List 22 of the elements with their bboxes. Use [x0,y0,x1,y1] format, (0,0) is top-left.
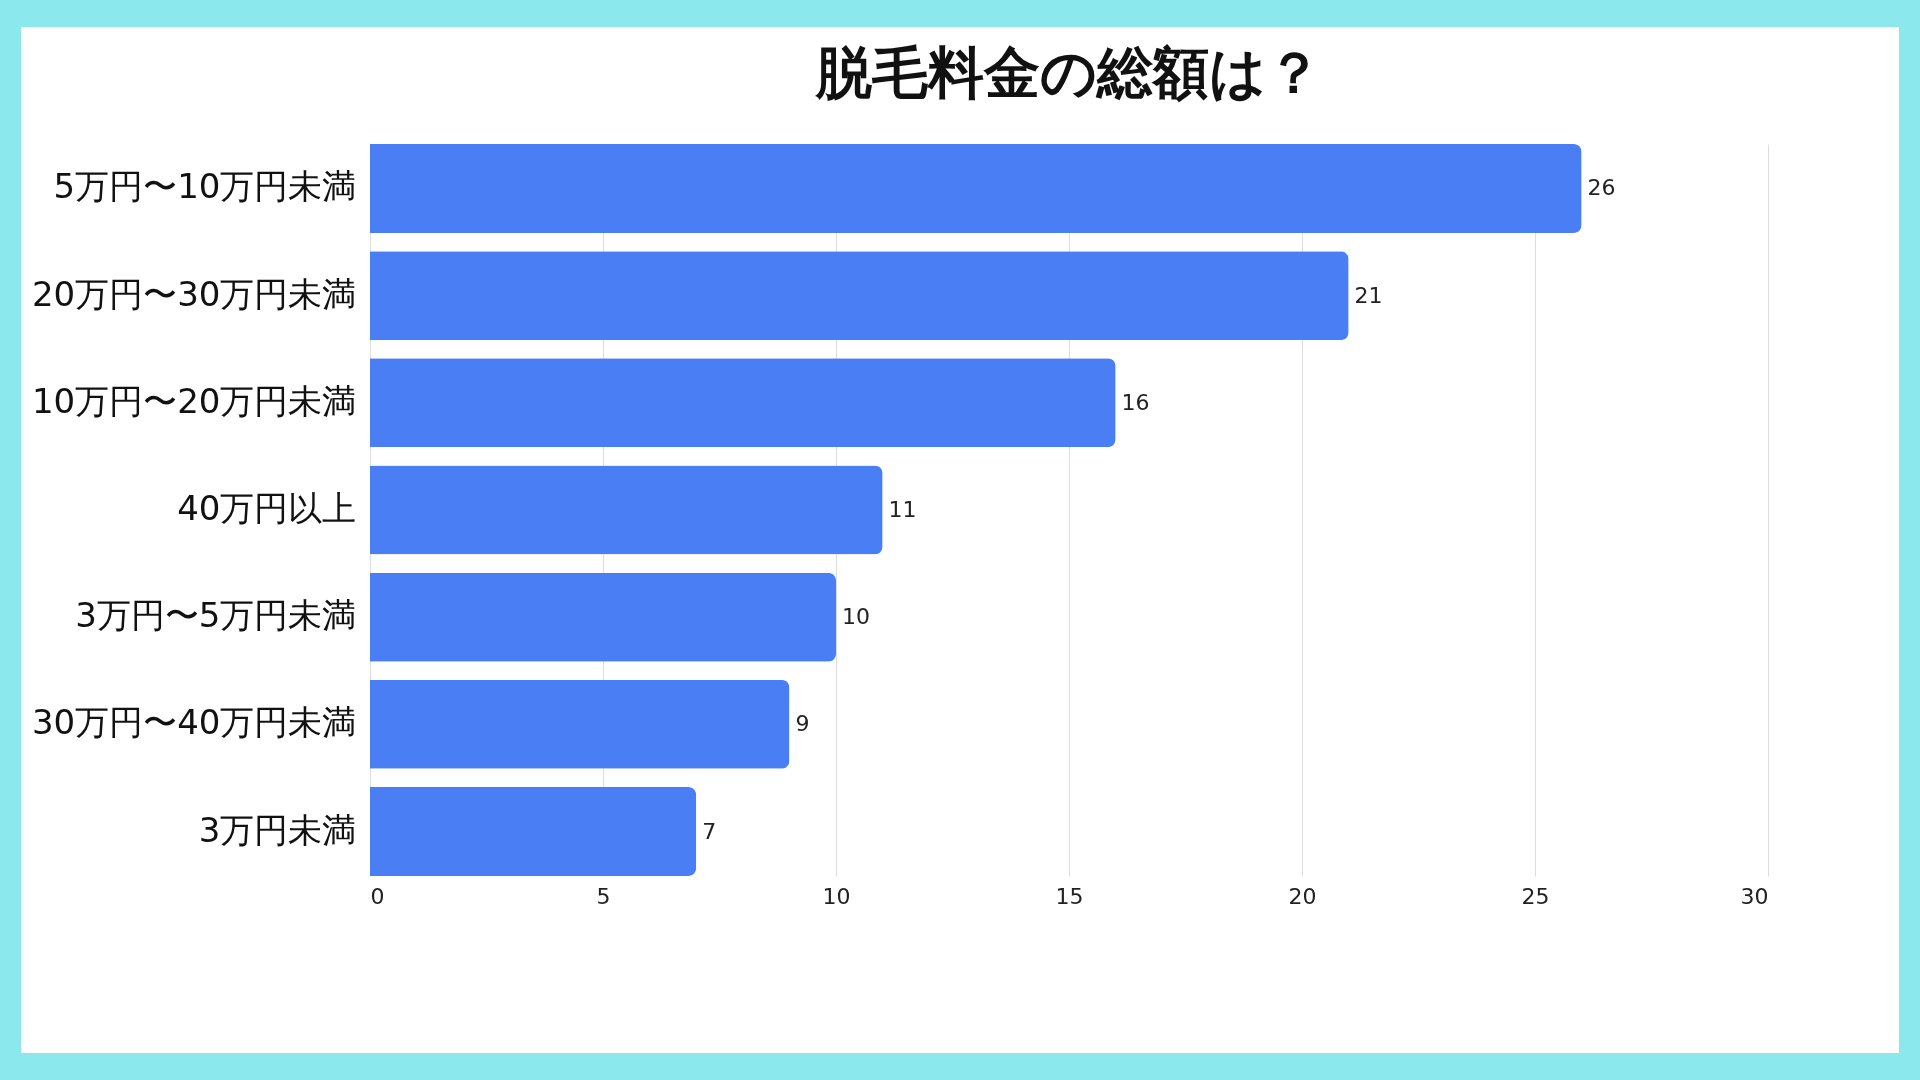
y-tick-label: 20万円〜30万円未満 [31,273,357,314]
data-label: 16 [1121,389,1150,415]
data-label: 10 [842,604,870,630]
data-label: 11 [888,497,917,522]
data-label: 9 [795,711,810,737]
x-tick-label: 5 [596,883,611,909]
x-tick-label: 10 [822,883,851,909]
y-tick-label: 5万円〜10万円未満 [53,166,357,207]
y-tick-label: 3万円未満 [198,809,357,850]
y-tick-label: 3万円〜5万円未満 [75,595,357,636]
y-tick-label: 40万円以上 [177,488,357,528]
x-tick-label: 20 [1288,883,1317,909]
x-tick-label: 30 [1740,883,1769,909]
x-tick-label: 0 [370,883,385,909]
chart-title: 脱毛料金の総額は？ [814,40,1322,105]
x-tick-label: 25 [1521,883,1550,909]
data-label: 7 [702,818,717,844]
data-label: 26 [1587,175,1616,201]
data-label: 21 [1354,282,1383,308]
x-tick-label: 15 [1055,883,1084,909]
y-tick-label: 30万円〜40万円未満 [31,702,357,743]
y-tick-label: 10万円〜20万円未満 [31,380,357,421]
